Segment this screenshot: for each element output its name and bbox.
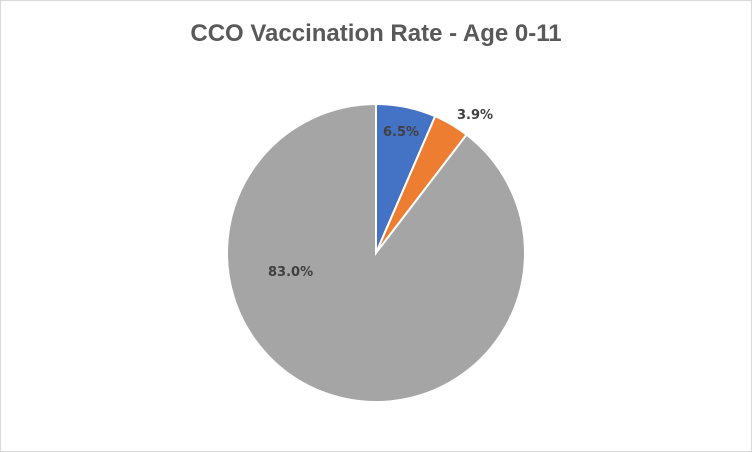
data-label-orange: 3.9% bbox=[457, 108, 493, 123]
chart-title: CCO Vaccination Rate - Age 0-11 bbox=[190, 20, 562, 47]
pie-slice-3 bbox=[226, 102, 526, 403]
pie-slices bbox=[226, 102, 526, 403]
data-label-blue: 6.5% bbox=[383, 125, 419, 140]
data-label-gray: 83.0% bbox=[268, 265, 313, 280]
